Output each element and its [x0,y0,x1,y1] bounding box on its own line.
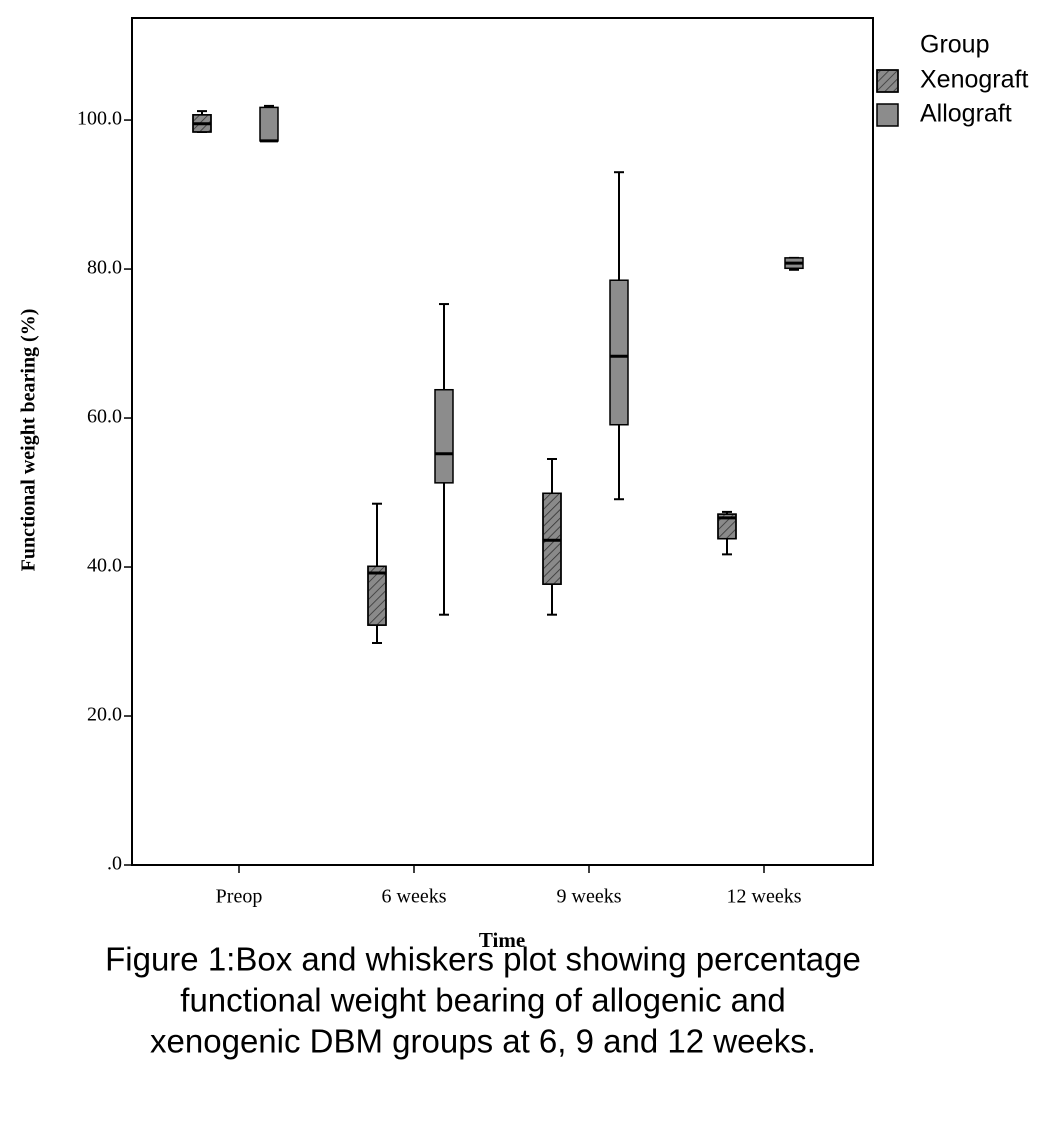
y-tick-label: 100.0 [77,108,122,130]
y-tick-label: .0 [107,853,122,875]
box-hatch [717,513,737,540]
x-tick-label: 9 weeks [557,886,622,908]
x-tick-label: 12 weeks [727,886,802,908]
y-tick-label: 40.0 [87,555,122,577]
caption-line: functional weight bearing of allogenic a… [180,982,785,1019]
x-axis-title: Time [479,928,525,952]
box-hatch [367,565,387,626]
y-tick-label: 80.0 [87,257,122,279]
plot-frame [131,17,874,866]
box [609,279,629,426]
y-tick-label: 20.0 [87,704,122,726]
legend-swatch [876,103,899,127]
caption: Figure 1:Box and whiskers plot showing p… [105,941,861,1060]
y-axis-title: Functional weight bearing (%) [18,309,40,572]
legend-label: Allograft [920,100,1012,128]
legend-swatch-hatch [876,69,899,93]
legend-label: Xenograft [920,66,1028,94]
x-tick-label: 6 weeks [382,886,447,908]
box [434,388,454,484]
y-tick-label: 60.0 [87,406,122,428]
box [259,106,279,142]
legend-title: Group [920,31,989,59]
caption-line: Figure 1:Box and whiskers plot showing p… [105,941,861,978]
caption-line: xenogenic DBM groups at 6, 9 and 12 week… [150,1023,816,1060]
x-tick-label: Preop [216,886,263,908]
